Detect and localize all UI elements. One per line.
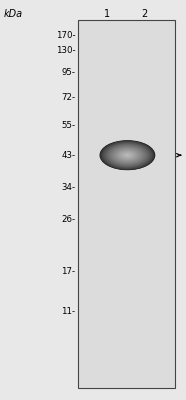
Text: kDa: kDa (4, 9, 23, 19)
Ellipse shape (102, 142, 153, 169)
Text: 34-: 34- (61, 184, 75, 192)
Ellipse shape (106, 144, 149, 167)
Ellipse shape (114, 148, 140, 162)
Ellipse shape (122, 152, 133, 158)
Ellipse shape (100, 141, 154, 170)
Ellipse shape (119, 150, 136, 160)
Ellipse shape (108, 144, 147, 166)
Ellipse shape (110, 146, 145, 164)
Ellipse shape (117, 150, 138, 161)
Ellipse shape (115, 148, 140, 162)
Ellipse shape (100, 140, 155, 170)
Ellipse shape (125, 154, 130, 156)
Ellipse shape (110, 146, 145, 165)
Ellipse shape (101, 141, 154, 170)
Text: 43-: 43- (61, 151, 75, 160)
Text: 2: 2 (141, 9, 147, 19)
Text: 170-: 170- (56, 32, 75, 40)
Ellipse shape (121, 152, 134, 159)
Text: 55-: 55- (61, 121, 75, 130)
Ellipse shape (113, 148, 142, 163)
Ellipse shape (101, 141, 153, 169)
Ellipse shape (105, 143, 150, 168)
Ellipse shape (105, 143, 150, 167)
Ellipse shape (103, 142, 152, 168)
Ellipse shape (125, 154, 130, 157)
Ellipse shape (102, 142, 153, 169)
Ellipse shape (116, 149, 139, 162)
Ellipse shape (100, 140, 155, 170)
Ellipse shape (113, 147, 142, 163)
Ellipse shape (106, 144, 149, 167)
Ellipse shape (122, 152, 133, 158)
Text: 1: 1 (104, 9, 110, 19)
Ellipse shape (111, 146, 144, 164)
Ellipse shape (120, 151, 135, 160)
Text: 17-: 17- (61, 267, 75, 276)
Ellipse shape (126, 154, 129, 156)
Ellipse shape (121, 152, 134, 158)
Ellipse shape (112, 147, 143, 164)
Text: 11-: 11- (61, 307, 75, 316)
Text: 95-: 95- (61, 68, 75, 77)
Ellipse shape (111, 146, 144, 164)
Ellipse shape (119, 151, 136, 160)
Ellipse shape (108, 145, 147, 166)
Ellipse shape (123, 153, 132, 158)
Text: 130-: 130- (56, 46, 75, 55)
Ellipse shape (121, 152, 134, 159)
Ellipse shape (124, 154, 131, 157)
Ellipse shape (115, 149, 140, 162)
Ellipse shape (109, 145, 146, 165)
Ellipse shape (126, 155, 128, 156)
Ellipse shape (109, 146, 146, 165)
Ellipse shape (113, 148, 141, 163)
Ellipse shape (104, 143, 151, 168)
Ellipse shape (107, 144, 148, 166)
Ellipse shape (116, 149, 139, 161)
Ellipse shape (123, 153, 132, 158)
Ellipse shape (117, 150, 138, 161)
Ellipse shape (118, 150, 137, 160)
Text: 72-: 72- (61, 93, 75, 102)
Ellipse shape (120, 151, 135, 159)
Ellipse shape (114, 148, 141, 162)
Ellipse shape (112, 147, 143, 164)
Ellipse shape (103, 142, 152, 168)
Ellipse shape (124, 153, 131, 157)
Bar (78, 20, 175, 388)
Ellipse shape (126, 154, 129, 156)
Ellipse shape (108, 145, 147, 166)
Ellipse shape (118, 150, 137, 160)
Ellipse shape (127, 155, 128, 156)
Ellipse shape (107, 144, 148, 166)
Ellipse shape (104, 142, 151, 168)
Text: 26-: 26- (61, 216, 75, 224)
